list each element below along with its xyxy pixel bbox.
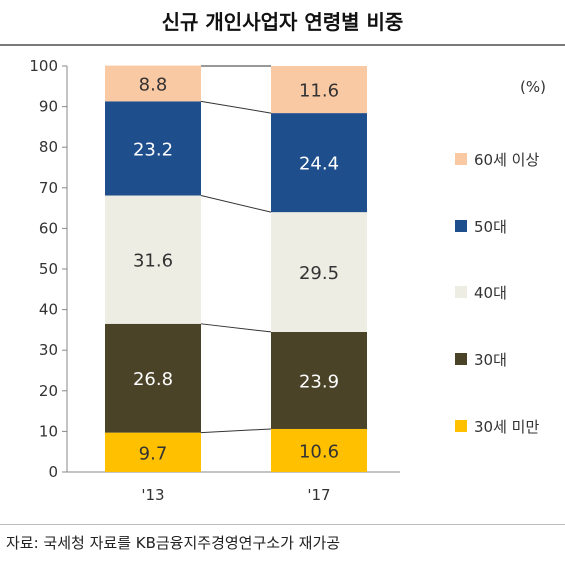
y-tick-label: 100 [29, 57, 58, 75]
bar-segment [271, 428, 367, 472]
connector-line [200, 195, 272, 213]
bar-segment [271, 212, 367, 332]
data-label: 9.7 [139, 443, 168, 464]
data-label: 29.5 [299, 263, 339, 284]
legend-label: 40대 [474, 284, 507, 302]
y-tick-label: 10 [39, 422, 58, 440]
source-divider [0, 524, 565, 525]
data-label: 10.6 [299, 441, 339, 462]
y-tick-label: 80 [39, 138, 58, 156]
unit-label: (%) [520, 78, 546, 96]
bar-segment [105, 101, 201, 196]
y-tick-label: 70 [39, 179, 58, 197]
x-tick-label: '17 [307, 486, 330, 504]
x-tick-label: '13 [141, 486, 164, 504]
bar-segment [271, 113, 367, 213]
y-tick-label: 40 [39, 301, 58, 319]
legend-swatch [455, 286, 467, 298]
connector-line [200, 100, 272, 114]
data-label: 23.9 [299, 371, 339, 392]
stacked-bar-chart: 0 10 20 30 40 50 60 70 80 90 100 9.7 26.8 31.6 23.2 8.8… [29, 57, 546, 504]
data-label: 8.8 [139, 74, 168, 95]
y-tick-label: 60 [39, 219, 58, 237]
bar-segment [271, 331, 367, 429]
y-tick-label: 30 [39, 341, 58, 359]
y-tick-label: 20 [39, 382, 58, 400]
title-divider [0, 44, 565, 46]
chart-title: 신규 개인사업자 연령별 비중 [161, 10, 404, 34]
connector-line [200, 428, 272, 434]
data-label: 23.2 [133, 139, 173, 160]
bar-segment [105, 323, 201, 433]
legend-swatch [455, 353, 467, 365]
legend-swatch [455, 220, 467, 232]
legend-label: 50대 [474, 218, 507, 236]
y-tick-label: 90 [39, 98, 58, 116]
data-label: 31.6 [133, 251, 173, 272]
y-tick-label: 50 [39, 260, 58, 278]
y-tick-label: 0 [48, 463, 58, 481]
connector-line [200, 323, 272, 333]
legend-label: 60세 이상 [474, 151, 539, 169]
data-label: 26.8 [133, 369, 173, 390]
bar-segment [271, 66, 367, 114]
legend-swatch [455, 153, 467, 165]
source-note: 자료: 국세청 자료를 KB금융지주경영연구소가 재가공 [6, 534, 341, 552]
bar-segment [105, 432, 201, 472]
bar-segment [105, 65, 201, 102]
data-label: 11.6 [299, 81, 339, 102]
legend-label: 30대 [474, 351, 507, 369]
legend-swatch [455, 420, 467, 432]
legend-label: 30세 미만 [474, 418, 539, 436]
data-label: 24.4 [299, 154, 339, 175]
bar-segment [105, 195, 201, 324]
